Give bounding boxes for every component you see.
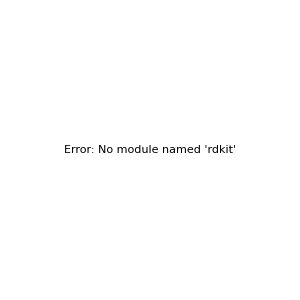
Text: Error: No module named 'rdkit': Error: No module named 'rdkit'	[64, 145, 236, 155]
